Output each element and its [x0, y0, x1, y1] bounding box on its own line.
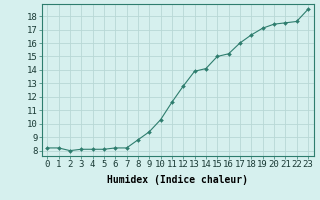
X-axis label: Humidex (Indice chaleur): Humidex (Indice chaleur) [107, 175, 248, 185]
